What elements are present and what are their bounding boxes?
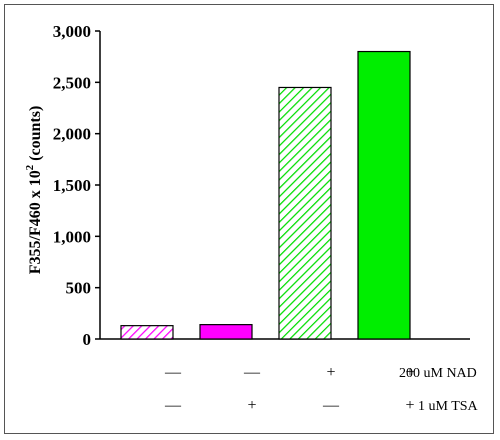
y-ticks: 0 500 1,000 1,500 2,000 2,500 3,000 — [53, 22, 100, 349]
y-tick-label: 1,500 — [53, 176, 91, 195]
bar — [278, 86, 332, 340]
y-tick-label: 2,000 — [53, 125, 91, 144]
condition-mark: + — [405, 364, 414, 381]
bar — [199, 324, 253, 340]
y-axis-label-main: F355/F460 x 10 — [27, 170, 44, 274]
condition-mark: — — [243, 364, 261, 381]
condition-label: 200 uM NAD — [399, 366, 477, 381]
condition-mark: + — [247, 397, 256, 414]
condition-mark: + — [405, 397, 414, 414]
y-axis-label-suffix: (counts) — [27, 106, 44, 165]
y-tick-label: 0 — [83, 330, 92, 349]
condition-label: 1 uM TSA — [418, 399, 479, 414]
condition-mark: — — [164, 364, 182, 381]
bar — [357, 50, 411, 340]
y-axis-label-superscript: 2 — [24, 164, 36, 170]
y-tick-label: 2,500 — [53, 73, 91, 92]
condition-mark: — — [164, 397, 182, 414]
y-tick-label: 1,000 — [53, 227, 91, 246]
y-axis-label: F355/F460 x 102 (counts) — [24, 106, 44, 275]
condition-mark: — — [322, 397, 340, 414]
y-tick-label: 3,000 — [53, 22, 91, 41]
bars — [120, 50, 411, 340]
y-tick-label: 500 — [66, 279, 92, 298]
chart-frame — [4, 4, 494, 434]
condition-mark: + — [326, 364, 335, 381]
condition-table: — — + +200 uM NAD — + — +1 uM TSA — [164, 364, 479, 414]
bar — [120, 325, 174, 340]
